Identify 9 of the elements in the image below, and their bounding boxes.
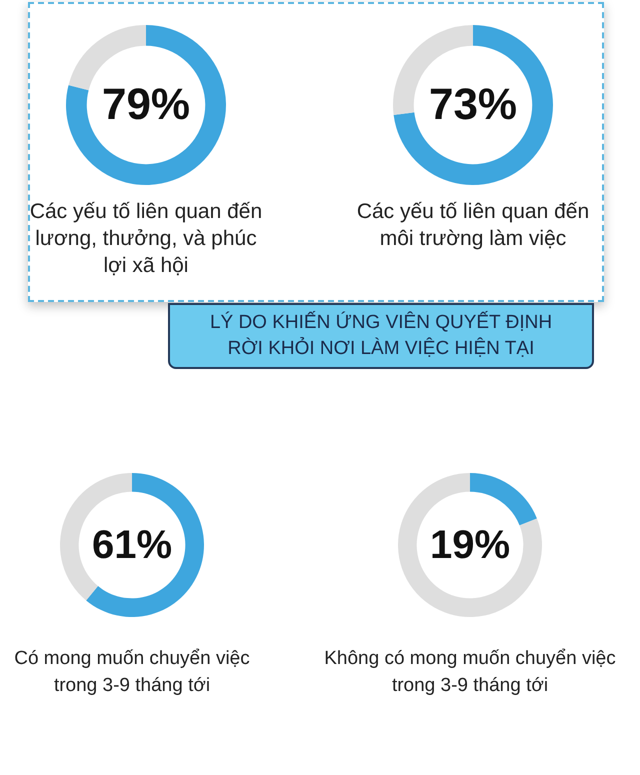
text: LÝ DO KHIẾN ỨNG VIÊN QUYẾT ĐỊNH RỜI KHỎI NƠI LÀM VIỆC HIỆN TẠI <box>168 303 594 369</box>
text: Có mong muốn chuyển việc trong 3-9 tháng tới <box>13 647 251 698</box>
text: Không có mong muốn chuyển việc trong 3-9 tháng tới <box>323 647 617 698</box>
text: Các yếu tố liên quan đến môi trường làm việc <box>356 199 590 252</box>
text: 79% <box>102 80 190 130</box>
text: 19% <box>430 523 510 568</box>
text: 61% <box>92 523 172 568</box>
text: 73% <box>428 80 518 130</box>
text: Các yếu tố liên quan đến lương, thưởng, và phúc lợi xã hội <box>28 199 264 279</box>
